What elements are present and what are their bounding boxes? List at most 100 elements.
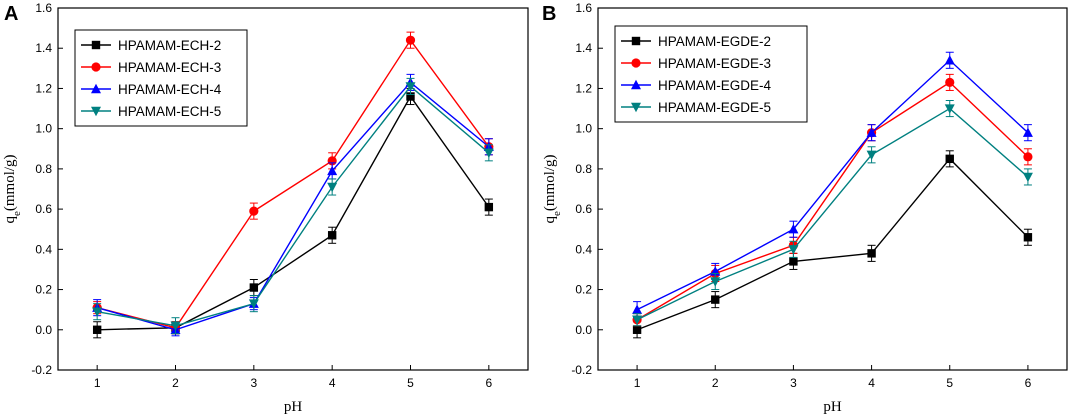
data-point [406,92,415,101]
series-line [97,95,490,331]
legend-label: HPAMAM-ECH-2 [118,38,221,53]
series-line [636,107,1029,321]
legend-item: HPAMAM-EGDE-3 [621,56,771,71]
data-point [710,277,721,287]
y-tick-label: 0.0 [575,323,592,337]
legend-item: HPAMAM-ECH-5 [81,104,221,119]
legend-label: HPAMAM-EGDE-5 [658,100,771,115]
legend-marker [91,83,101,94]
legend-item: HPAMAM-EGDE-5 [621,100,771,115]
data-point [1022,127,1033,137]
legend-item: HPAMAM-EGDE-2 [621,34,771,49]
y-tick-label: 0.4 [575,242,592,256]
y-tick-label: 1.4 [35,41,52,55]
y-tick-label: 0.6 [35,202,52,216]
panel-letter-b: B [542,3,556,25]
legend-label: HPAMAM-ECH-4 [118,82,222,97]
x-tick-label: 3 [790,376,797,390]
series-HPAMAM-EGDE-2 [632,150,1033,339]
data-point [788,245,799,255]
legend-item: HPAMAM-ECH-2 [81,38,221,53]
x-tick-label: 2 [712,376,719,390]
series-HPAMAM-ECH-5 [92,77,494,335]
series-line [96,38,490,329]
data-point [1023,233,1033,242]
y-tick-label: 0.6 [575,202,592,216]
legend-marker [91,40,101,50]
data-point [789,257,798,266]
data-point [1022,172,1033,183]
y-tick-label: 0.8 [35,162,52,176]
legend-a: HPAMAM-ECH-2 HPAMAM-ECH-3 HPAMAM-ECH-4 HPAM… [74,29,248,127]
legend-marker [631,36,641,46]
y-tick-label: 1.0 [575,122,592,136]
x-tick-label: 5 [946,376,953,390]
legend-b: HPAMAM-EGDE-2 HPAMAM-EGDE-3 HPAMAM-EGDE-4 H… [614,25,808,123]
y-tick-label: 0.2 [35,283,52,297]
data-point [632,315,643,325]
legend-item: HPAMAM-EGDE-4 [621,78,772,93]
legend-marker [631,102,641,113]
series-line [636,81,1029,321]
data-point [788,224,799,234]
y-axis-title-a: qe(mmol/g) [2,154,23,223]
y-tick-label: 1.0 [35,122,52,136]
data-point [92,325,102,334]
x-tick-label: 4 [329,376,336,390]
legend-item: HPAMAM-ECH-4 [81,82,222,97]
y-tick-label: 0.4 [35,242,52,256]
plot-frame-b [597,7,1068,371]
data-point [944,104,955,114]
x-tick-label: 1 [634,376,641,390]
y-tick-label: 0.2 [575,283,592,297]
y-tick-label: 1.6 [35,1,52,15]
legend-label: HPAMAM-ECH-3 [118,60,221,75]
y-tick-label: -0.2 [31,363,52,377]
series-line [96,81,490,331]
data-point [92,307,103,317]
legend-marker [631,79,641,90]
panel-b: B -0.20.00.20.40.60.81.01.21.41.61 2 3 4 5 6 … [542,1,1068,415]
data-point [945,77,955,88]
data-point [866,127,877,137]
legend-marker [91,106,101,117]
x-tick-label: 6 [1025,376,1032,390]
series-HPAMAM-EGDE-5 [632,100,1033,327]
y-tick-label: 0.8 [575,162,592,176]
series-line [97,85,490,327]
data-point [327,231,337,240]
x-axis-title-b: pH [823,399,842,415]
data-point [711,295,720,304]
x-tick-label: 3 [250,376,257,390]
y-tick-label: 1.2 [35,81,52,95]
x-tick-label: 5 [407,376,414,390]
series-HPAMAM-EGDE-4 [632,51,1033,319]
x-axis-title-a: pH [284,399,303,415]
y-axis-title-b: qe(mmol/g) [542,154,563,223]
legend-label: HPAMAM-EGDE-4 [658,78,772,93]
data-point [1023,152,1033,162]
data-point [632,325,642,334]
data-point [405,35,416,45]
x-tick-label: 6 [485,376,492,390]
series-line [636,157,1029,331]
data-point [484,202,494,212]
x-tick-label: 1 [94,376,101,390]
panel-a: A -0.20.00.20.40.60.81.01.21.41.61 2 3 4 5 6 … [2,1,529,415]
legend-marker [91,62,101,72]
legend-item: HPAMAM-ECH-3 [81,60,221,75]
data-point [944,55,955,65]
x-tick-label: 4 [868,376,875,390]
data-point [249,283,259,292]
data-point [483,148,494,158]
data-point [327,182,338,193]
data-point [249,206,259,216]
x-tick-label: 2 [172,376,179,390]
data-point [327,165,338,176]
data-point [170,321,181,331]
y-tick-label: 1.2 [575,81,592,95]
panel-letter-a: A [4,3,18,25]
series-line [636,59,1029,311]
y-tick-label: 0.0 [35,323,52,337]
